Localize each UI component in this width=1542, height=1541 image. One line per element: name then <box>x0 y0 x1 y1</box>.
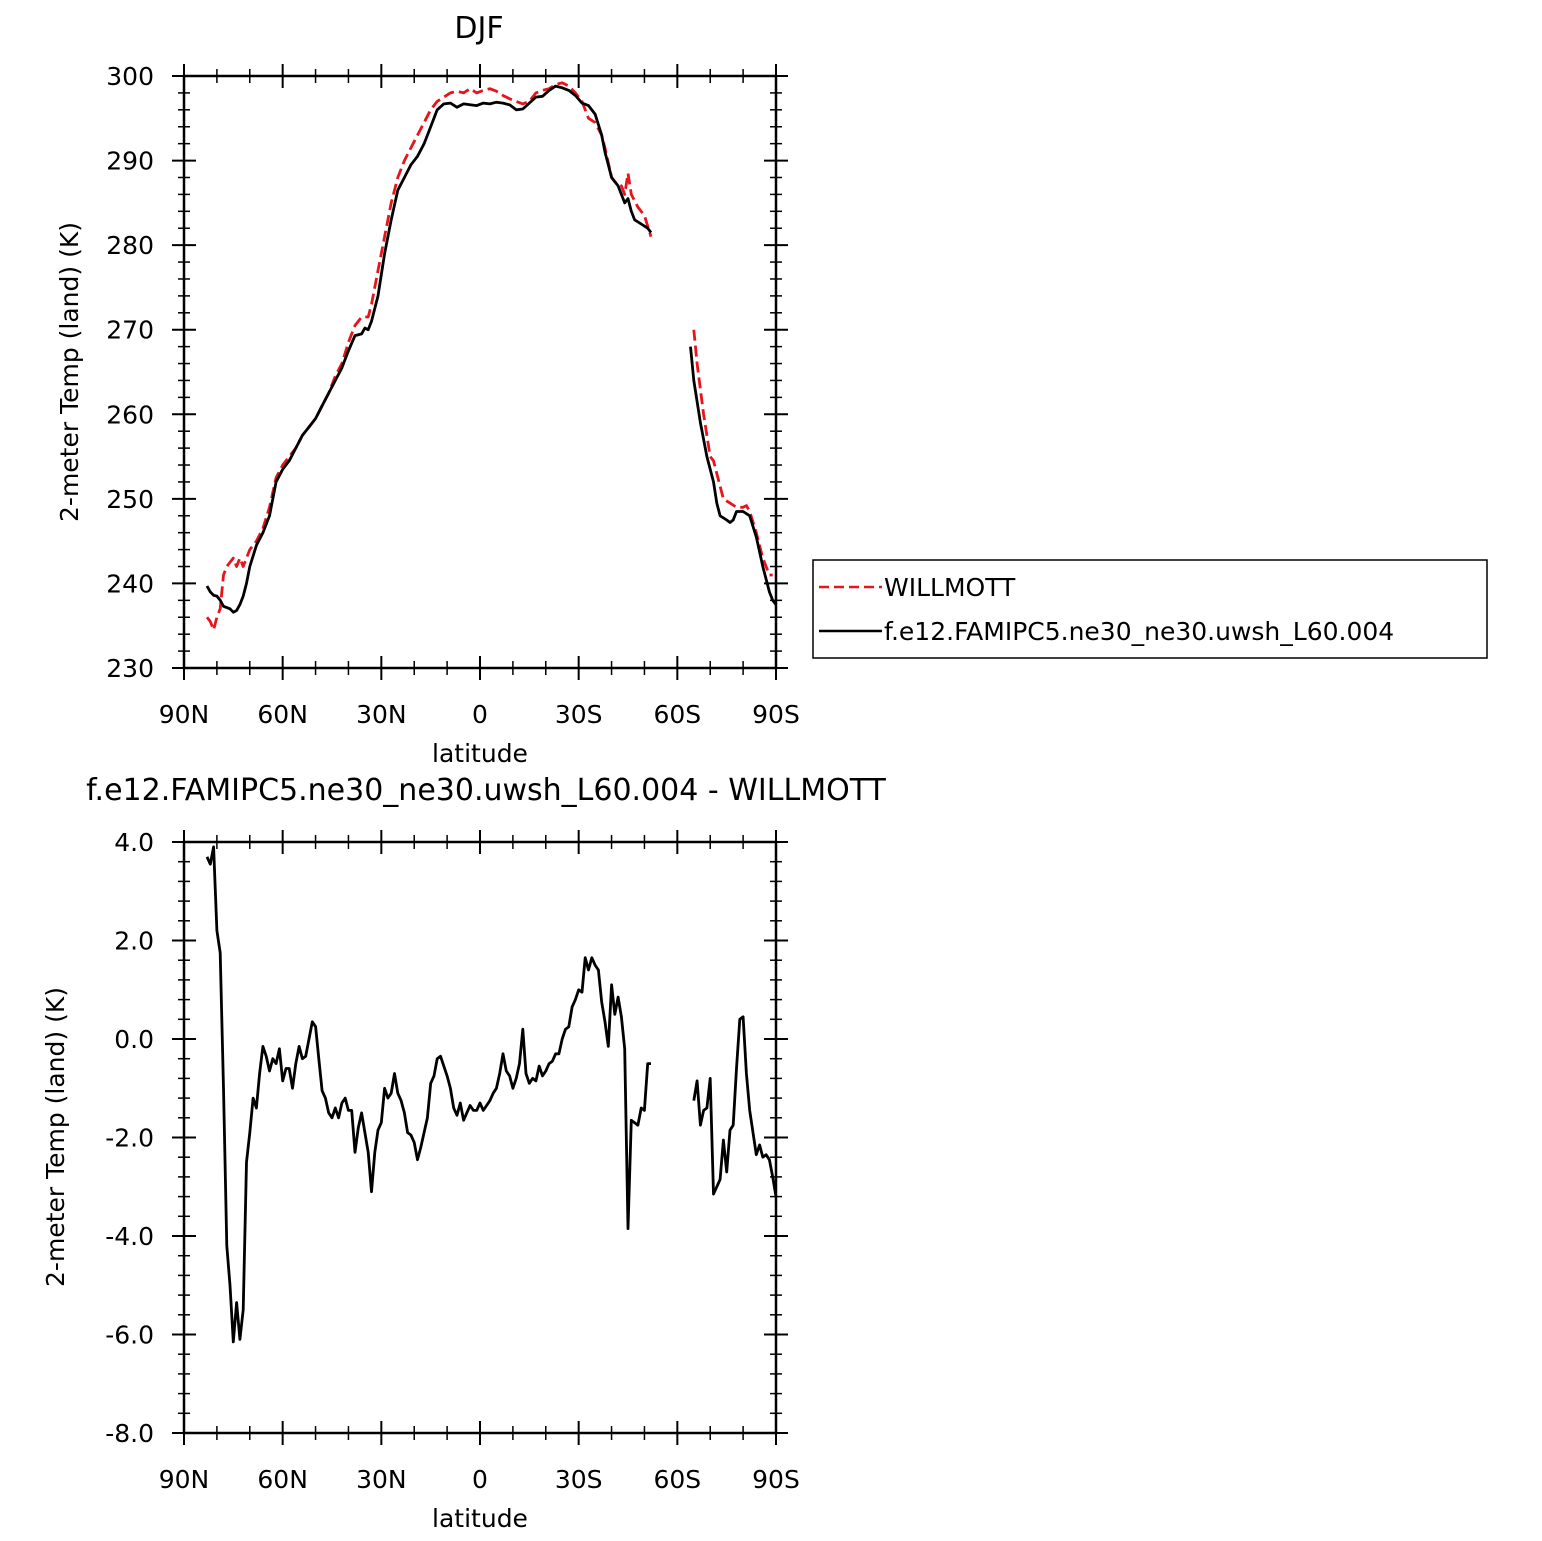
x-axis-ticks: 90N 60N 30N 0 30S 60S 90S <box>159 830 800 1494</box>
plot-frame <box>182 840 778 1435</box>
y-tick-label: 270 <box>106 316 154 345</box>
y-tick-label: 250 <box>106 485 154 514</box>
y-tick-label: 2.0 <box>114 927 154 956</box>
series-line-model <box>205 84 653 614</box>
panel-djf: DJF 300 290 280 270 260 250 240 230 90N 60N 30N 0 3… <box>55 11 800 768</box>
x-tick-label: 60S <box>653 700 701 729</box>
y-axis-label: 2-meter Temp (land) (K) <box>41 987 70 1287</box>
series-line-model <box>689 346 778 606</box>
y-tick-label: 4.0 <box>114 828 154 857</box>
x-axis-ticks: 90N 60N 30N 0 30S 60S 90S <box>159 64 800 729</box>
y-tick-label: -4.0 <box>105 1222 154 1251</box>
x-tick-label: 0 <box>472 700 488 729</box>
series-line-difference <box>692 1015 778 1197</box>
chart-title: DJF <box>454 11 503 46</box>
y-tick-label: -6.0 <box>105 1321 154 1350</box>
y-tick-label: 300 <box>106 62 154 91</box>
x-tick-label: 30N <box>356 700 407 729</box>
y-axis-label: 2-meter Temp (land) (K) <box>55 222 84 522</box>
series-line-difference <box>205 845 651 1344</box>
y-axis-ticks: 4.0 2.0 0.0 -2.0 -4.0 -6.0 -8.0 <box>105 828 788 1448</box>
legend-entry-model: f.e12.FAMIPC5.ne30_ne30.uwsh_L60.004 <box>884 617 1394 646</box>
y-tick-label: 240 <box>106 569 154 598</box>
x-tick-label: 90N <box>159 1465 210 1494</box>
x-tick-label: 30S <box>555 1465 603 1494</box>
y-tick-label: 230 <box>106 654 154 683</box>
series-lines <box>205 845 778 1344</box>
legend: WILLMOTT f.e12.FAMIPC5.ne30_ne30.uwsh_L6… <box>812 559 1488 659</box>
y-tick-label: 0.0 <box>114 1025 154 1054</box>
x-tick-label: 30N <box>356 1465 407 1494</box>
x-tick-label: 30S <box>555 700 603 729</box>
y-tick-label: 260 <box>106 400 154 429</box>
plot-frame <box>182 74 778 670</box>
y-tick-label: -8.0 <box>105 1419 154 1448</box>
x-tick-label: 60N <box>257 1465 308 1494</box>
chart-title: f.e12.FAMIPC5.ne30_ne30.uwsh_L60.004 - W… <box>86 773 886 808</box>
y-tick-label: 280 <box>106 231 154 260</box>
panel-difference: f.e12.FAMIPC5.ne30_ne30.uwsh_L60.004 - W… <box>41 773 886 1533</box>
legend-entry-willmott: WILLMOTT <box>884 573 1016 602</box>
series-lines <box>205 81 778 632</box>
y-tick-label: -2.0 <box>105 1124 154 1153</box>
y-tick-label: 290 <box>106 147 154 176</box>
x-tick-label: 60S <box>653 1465 701 1494</box>
x-axis-label: latitude <box>432 1504 528 1533</box>
series-line-willmott <box>205 81 653 632</box>
legend-box <box>812 559 1488 659</box>
x-axis-label: latitude <box>432 739 528 768</box>
x-tick-label: 60N <box>257 700 308 729</box>
x-tick-label: 90S <box>752 700 800 729</box>
x-tick-label: 90N <box>159 700 210 729</box>
x-tick-label: 0 <box>472 1465 488 1494</box>
x-tick-label: 90S <box>752 1465 800 1494</box>
